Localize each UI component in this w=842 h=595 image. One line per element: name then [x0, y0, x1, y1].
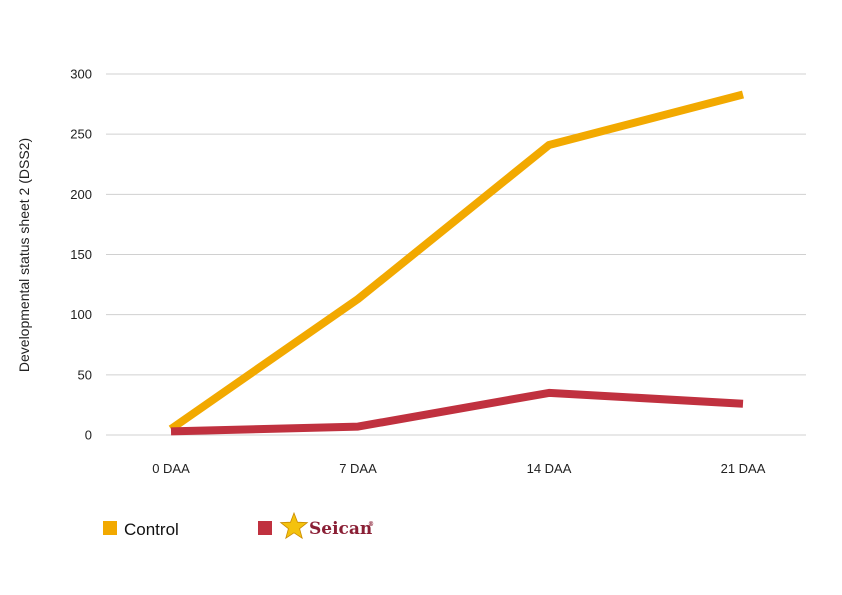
y-tick-label: 250	[70, 127, 92, 142]
series-line-seican	[170, 388, 744, 436]
y-tick-label: 200	[70, 187, 92, 202]
legend-swatch-seican	[258, 521, 272, 535]
star-icon	[279, 511, 309, 540]
grid-lines	[106, 73, 806, 436]
seican-logo: Seican ®	[279, 511, 374, 540]
x-tick-label: 14 DAA	[527, 461, 572, 476]
y-tick-label: 150	[70, 247, 92, 262]
x-tick-label: 0 DAA	[152, 461, 190, 476]
brand-name: Seican	[309, 519, 372, 539]
brand-registered-mark: ®	[368, 521, 374, 528]
x-axis-ticks: 0 DAA 7 DAA 14 DAA 21 DAA	[152, 461, 766, 476]
y-tick-label: 50	[78, 367, 92, 382]
x-tick-label: 21 DAA	[721, 461, 766, 476]
legend: Control Seican ®	[103, 511, 374, 540]
y-tick-label: 0	[85, 428, 92, 443]
series-line-control	[168, 90, 745, 433]
legend-label-control: Control	[124, 520, 179, 539]
x-tick-label: 7 DAA	[339, 461, 377, 476]
y-tick-label: 300	[70, 67, 92, 82]
y-axis-title: Developmental status sheet 2 (DSS2)	[16, 138, 32, 372]
y-axis-ticks: 0 50 100 150 200 250 300	[70, 67, 92, 443]
y-tick-label: 100	[70, 307, 92, 322]
series-layer	[168, 90, 745, 436]
legend-swatch-control	[103, 521, 117, 535]
